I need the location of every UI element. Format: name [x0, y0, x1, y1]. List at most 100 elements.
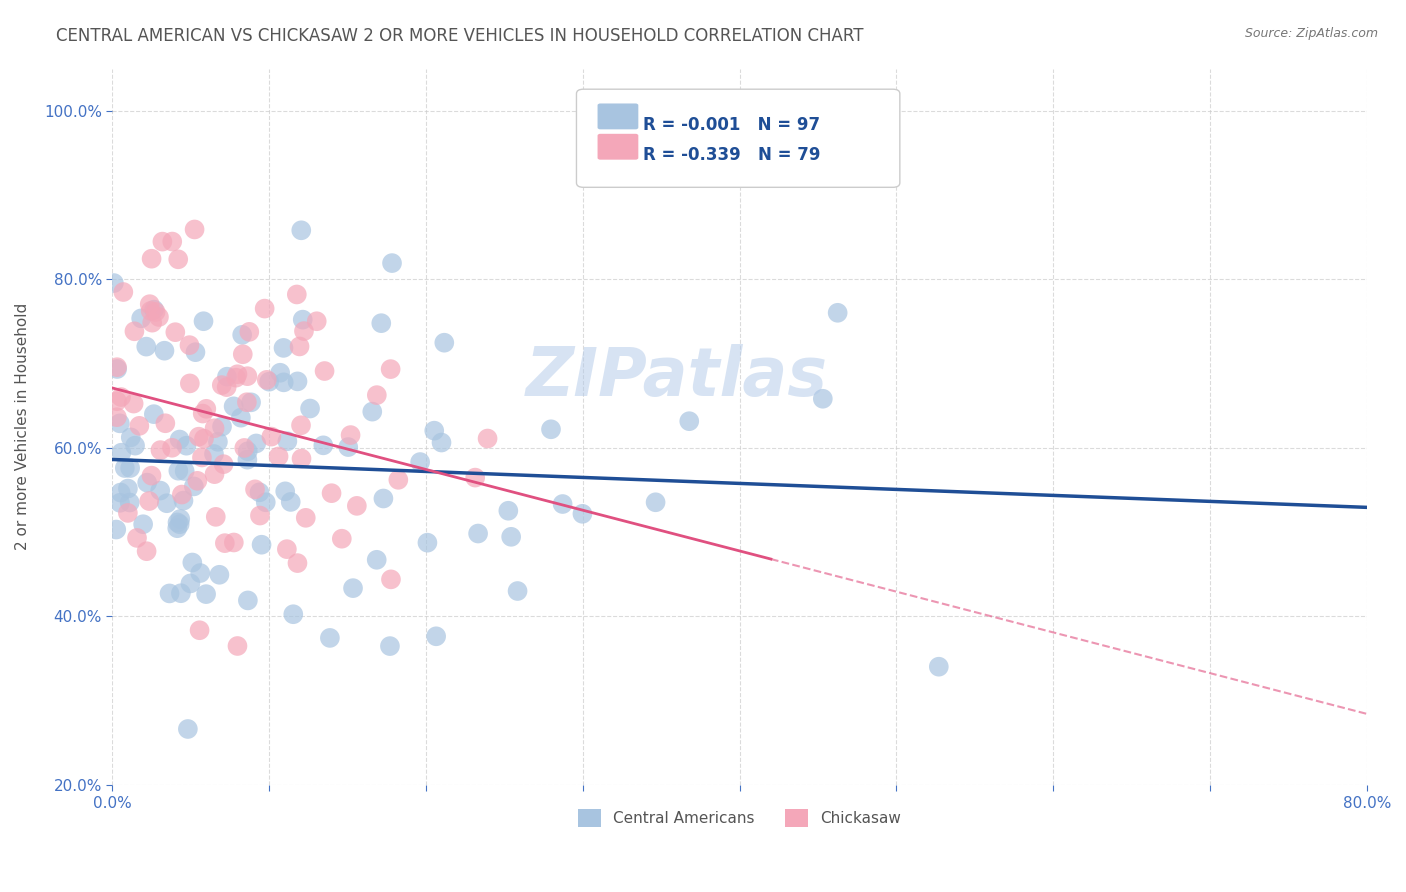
Point [243, 483, 266, 497]
Point [128, 418, 150, 433]
Point [188, 624, 211, 638]
Point [644, 495, 666, 509]
Point [112, 285, 135, 299]
Point [169, 433, 191, 447]
Point [145, 305, 167, 319]
Point [236, 444, 259, 458]
Point [290, 451, 312, 466]
Point [108, 496, 131, 510]
Point [184, 345, 207, 359]
Point [312, 438, 335, 452]
Point [373, 491, 395, 506]
Point [425, 629, 447, 643]
Point [183, 222, 205, 236]
Point [257, 375, 280, 389]
Point [204, 509, 226, 524]
Point [299, 401, 322, 416]
Point [571, 507, 593, 521]
Point [207, 434, 229, 449]
Point [191, 450, 214, 465]
Point [292, 324, 315, 338]
Point [226, 639, 249, 653]
Point [166, 521, 188, 535]
Point [215, 380, 238, 394]
Point [280, 495, 302, 509]
Point [124, 324, 146, 338]
Point [433, 335, 456, 350]
Point [141, 316, 163, 330]
Point [103, 276, 125, 290]
Point [551, 497, 574, 511]
Point [169, 512, 191, 526]
Point [170, 487, 193, 501]
Point [138, 494, 160, 508]
Point [204, 467, 226, 482]
Point [153, 343, 176, 358]
Point [233, 441, 256, 455]
Point [139, 304, 162, 318]
Point [229, 410, 252, 425]
Point [169, 517, 191, 532]
Text: CENTRAL AMERICAN VS CHICKASAW 2 OR MORE VEHICLES IN HOUSEHOLD CORRELATION CHART: CENTRAL AMERICAN VS CHICKASAW 2 OR MORE … [56, 27, 863, 45]
Point [177, 722, 200, 736]
Point [132, 517, 155, 532]
Point [477, 432, 499, 446]
Point [110, 390, 132, 404]
Point [105, 362, 128, 376]
Point [105, 410, 128, 425]
Point [287, 375, 309, 389]
Point [287, 556, 309, 570]
Point [179, 376, 201, 391]
Legend: Central Americans, Chickasaw: Central Americans, Chickasaw [571, 801, 908, 835]
Point [105, 523, 128, 537]
Point [188, 566, 211, 580]
Point [166, 516, 188, 530]
Point [319, 631, 342, 645]
Point [249, 508, 271, 523]
Point [464, 470, 486, 484]
Point [159, 586, 181, 600]
Point [236, 452, 259, 467]
Point [114, 461, 136, 475]
Point [253, 301, 276, 316]
Point [260, 429, 283, 443]
Point [366, 553, 388, 567]
Point [135, 340, 157, 354]
Point [117, 482, 139, 496]
Point [215, 369, 238, 384]
Point [238, 325, 260, 339]
Point [678, 414, 700, 428]
Point [167, 464, 190, 478]
Point [160, 441, 183, 455]
Point [501, 530, 523, 544]
Y-axis label: 2 or more Vehicles in Household: 2 or more Vehicles in Household [15, 303, 30, 550]
Point [337, 440, 360, 454]
Point [366, 388, 388, 402]
Point [173, 464, 195, 478]
Point [330, 532, 353, 546]
Point [290, 223, 312, 237]
Point [193, 314, 215, 328]
Point [117, 506, 139, 520]
Point [118, 495, 141, 509]
Point [423, 424, 446, 438]
Point [129, 311, 152, 326]
Point [498, 504, 520, 518]
Point [226, 368, 249, 382]
Point [120, 430, 142, 444]
Point [211, 419, 233, 434]
Point [256, 373, 278, 387]
Point [222, 535, 245, 549]
Point [506, 584, 529, 599]
Point [236, 593, 259, 607]
Point [211, 378, 233, 392]
Point [176, 439, 198, 453]
Point [342, 581, 364, 595]
Point [291, 312, 314, 326]
Point [273, 376, 295, 390]
Point [267, 450, 290, 464]
Point [222, 400, 245, 414]
Point [195, 401, 218, 416]
Point [155, 417, 177, 431]
Point [231, 327, 253, 342]
